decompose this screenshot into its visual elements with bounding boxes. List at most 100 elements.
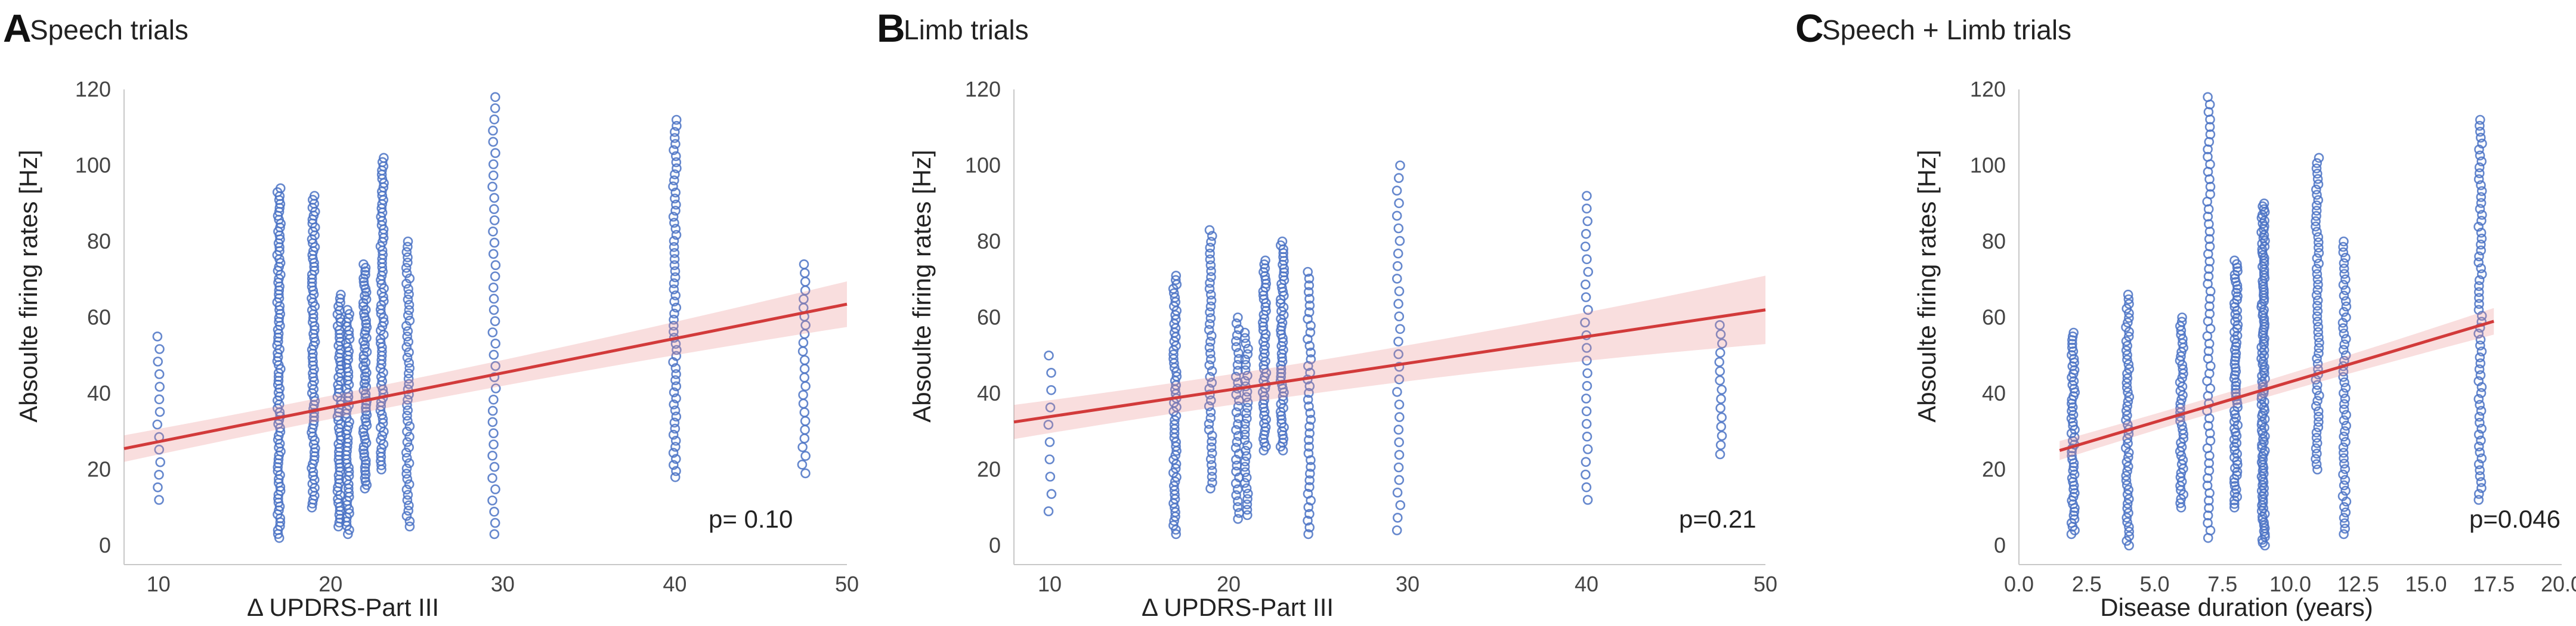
data-point xyxy=(669,278,679,289)
data-point xyxy=(1581,292,1591,302)
data-point xyxy=(1231,336,1241,346)
data-point xyxy=(2475,447,2485,458)
data-point xyxy=(1205,254,1216,265)
data-point xyxy=(153,482,163,492)
data-point xyxy=(1204,342,1215,353)
data-point xyxy=(2314,391,2324,401)
data-point xyxy=(2312,158,2322,168)
data-point xyxy=(2338,371,2348,382)
x-tick-label: 20 xyxy=(1217,572,1241,596)
data-point xyxy=(669,296,679,307)
data-point xyxy=(2338,442,2349,453)
data-point xyxy=(2311,454,2321,464)
data-point xyxy=(2340,507,2351,517)
x-tick-label: 12.5 xyxy=(2337,572,2379,596)
data-point xyxy=(2122,354,2132,365)
data-point xyxy=(403,416,413,426)
data-point xyxy=(2203,510,2213,520)
data-point xyxy=(488,439,499,450)
data-point xyxy=(2475,340,2485,351)
data-point xyxy=(2122,401,2132,411)
data-point xyxy=(1393,462,1404,473)
data-point xyxy=(275,183,286,194)
data-point xyxy=(1717,412,1727,423)
data-point xyxy=(1303,394,1313,405)
data-point xyxy=(2123,387,2133,398)
data-point xyxy=(2229,502,2240,513)
data-point xyxy=(2477,138,2487,149)
data-point xyxy=(2473,441,2484,452)
data-point xyxy=(489,461,500,472)
data-point xyxy=(2476,215,2487,226)
data-point xyxy=(670,423,681,434)
fit-a xyxy=(123,281,848,462)
data-point xyxy=(1241,451,1252,461)
data-point xyxy=(488,249,499,259)
data-point xyxy=(2339,290,2349,301)
data-point xyxy=(1305,469,1315,479)
data-point xyxy=(403,241,413,252)
data-point xyxy=(403,405,413,416)
data-point xyxy=(1715,403,1725,413)
data-point xyxy=(487,327,498,337)
data-point xyxy=(359,280,369,290)
data-point xyxy=(1304,428,1315,439)
data-point xyxy=(2339,329,2349,339)
data-point xyxy=(336,289,346,300)
data-point xyxy=(671,151,681,162)
data-point xyxy=(2205,189,2215,200)
data-point xyxy=(1395,160,1405,171)
data-point xyxy=(2339,306,2349,317)
data-point xyxy=(2121,322,2131,333)
data-point xyxy=(1392,487,1403,498)
data-point xyxy=(2340,523,2350,534)
data-point xyxy=(2477,210,2487,220)
panel-c: C Speech + Limb trials Absoulte firing r… xyxy=(1795,6,2576,621)
data-point xyxy=(2475,132,2486,143)
data-point xyxy=(2124,494,2134,504)
data-point xyxy=(2204,241,2215,252)
data-point xyxy=(1582,355,1592,366)
data-point xyxy=(360,476,371,486)
data-point xyxy=(1243,343,1253,354)
data-point xyxy=(2340,296,2351,306)
data-point xyxy=(671,393,681,404)
x-tick-label: 10 xyxy=(147,572,171,596)
data-point xyxy=(1715,329,1726,340)
data-point xyxy=(670,169,680,179)
data-point xyxy=(2340,436,2351,447)
data-point xyxy=(1582,216,1592,227)
data-point xyxy=(2122,535,2132,546)
y-tick-label: 40 xyxy=(977,381,1001,405)
data-point xyxy=(1303,287,1314,297)
data-point xyxy=(1207,330,1217,341)
data-point xyxy=(2476,245,2487,256)
data-point xyxy=(2124,392,2135,402)
data-point xyxy=(1394,173,1404,183)
data-point xyxy=(2312,274,2323,284)
data-point xyxy=(1204,325,1214,335)
data-point xyxy=(800,451,811,461)
data-point xyxy=(2311,290,2322,300)
data-point xyxy=(490,383,501,393)
data-point xyxy=(1240,354,1250,365)
data-point xyxy=(2124,299,2134,309)
data-point xyxy=(487,495,497,506)
data-point xyxy=(1242,510,1253,520)
data-point xyxy=(404,289,414,299)
data-point xyxy=(1043,506,1054,516)
data-point xyxy=(360,266,370,277)
data-point xyxy=(2340,274,2351,284)
data-point xyxy=(800,424,810,435)
data-point xyxy=(2314,332,2324,343)
data-point xyxy=(376,435,386,445)
data-point xyxy=(2229,255,2240,266)
data-point xyxy=(2203,346,2214,357)
y-ticks-b: 0 20 40 60 80 100 120 xyxy=(965,77,1001,557)
y-tick-label: 120 xyxy=(965,77,1001,101)
data-point xyxy=(1393,513,1403,523)
data-point xyxy=(2475,204,2485,214)
data-point xyxy=(672,163,682,173)
y-ticks-a: 0 20 40 60 80 100 120 xyxy=(75,77,111,557)
data-point xyxy=(2312,354,2322,364)
